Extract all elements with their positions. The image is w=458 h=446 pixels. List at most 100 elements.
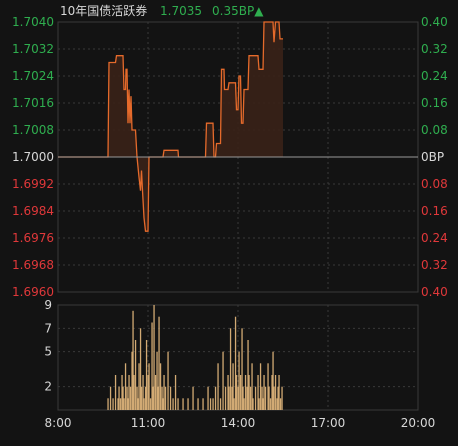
volume-bar: [132, 310, 134, 410]
price-change: 0.35BP▲: [212, 4, 264, 18]
volume-bar: [264, 386, 267, 410]
volume-bar: [129, 386, 132, 410]
volume-bar: [259, 363, 262, 410]
volume-bar: [114, 375, 117, 410]
volume-bar: [244, 375, 247, 410]
volume-bar: [138, 363, 140, 410]
right-axis-tick: 0BP: [421, 150, 444, 164]
time-axis-tick: 17:00: [311, 416, 346, 430]
volume-bar: [243, 398, 245, 410]
volume-bar: [228, 386, 230, 410]
volume-bar: [279, 398, 282, 410]
volume-bar: [139, 328, 142, 410]
volume-bar: [254, 386, 257, 410]
volume-bar: [269, 398, 272, 410]
volume-bar: [112, 398, 114, 410]
volume-bar: [122, 386, 124, 410]
time-axis-tick: 20:00: [401, 416, 436, 430]
volume-bar: [242, 386, 244, 410]
volume-bar: [119, 398, 122, 410]
volume-bar: [257, 375, 259, 410]
volume-bar: [157, 386, 159, 410]
volume-bar: [177, 398, 179, 410]
volume-bar: [271, 375, 273, 410]
volume-bar: [281, 386, 283, 410]
volume-bar: [158, 316, 160, 410]
volume-bar: [276, 398, 278, 410]
volume-bar: [247, 340, 249, 410]
right-axis-tick: 0.08: [421, 177, 448, 191]
volume-bar: [231, 386, 233, 410]
volume-bar: [229, 328, 232, 410]
volume-bar: [147, 375, 149, 410]
volume-bar: [174, 375, 177, 410]
volume-bar: [182, 398, 184, 410]
volume-bar: [109, 386, 112, 410]
volume-bar: [126, 386, 128, 410]
volume-bar: [163, 375, 165, 410]
volume-bar: [261, 386, 263, 410]
volume-bar: [156, 351, 158, 410]
volume-bar: [246, 386, 248, 410]
volume-bar: [154, 375, 157, 410]
volume-bar: [233, 398, 235, 410]
volume-bar: [272, 351, 274, 410]
volume-bar: [121, 375, 123, 410]
time-axis-tick: 8:00: [45, 416, 72, 430]
current-price: 1.7035: [160, 4, 202, 18]
volume-bar: [197, 398, 199, 410]
volume-axis-tick: 2: [44, 380, 52, 394]
left-axis-tick: 1.6984: [12, 204, 54, 218]
volume-bar: [127, 398, 129, 410]
left-axis-tick: 1.6992: [12, 177, 54, 191]
left-price-axis: 1.7040 1.7032 1.7024 1.7016 1.7008 1.7000 1.69…: [12, 15, 54, 299]
volume-bar: [263, 375, 265, 410]
right-axis-tick: 0.40: [421, 15, 448, 29]
left-axis-tick: 1.6960: [12, 285, 54, 299]
price-area: [58, 21, 418, 232]
volume-bar: [149, 398, 152, 410]
left-axis-tick: 1.7000: [12, 150, 54, 164]
volume-bar: [241, 328, 243, 410]
volume-bar: [187, 398, 189, 410]
volume-bar: [217, 363, 219, 410]
volume-bar: [134, 340, 137, 410]
volume-bar: [274, 375, 277, 410]
volume-bar: [222, 351, 224, 410]
volume-bar: [144, 386, 147, 410]
right-axis-tick: 0.32: [421, 42, 448, 56]
volume-bar: [214, 386, 217, 410]
right-bp-axis: 0.40 0.32 0.24 0.16 0.08 0BP 0.08 0.16 0.24 0.32 0…: [421, 15, 448, 299]
volume-bar: [117, 398, 119, 410]
volume-bar: [212, 398, 214, 410]
right-axis-tick: 0.40: [421, 285, 448, 299]
volume-axis: 9 7 5 2: [44, 298, 52, 394]
volume-bar: [251, 363, 253, 410]
volume-bar: [232, 363, 234, 410]
volume-bar: [131, 351, 133, 410]
volume-bar: [209, 398, 212, 410]
volume-bar: [224, 386, 227, 410]
instrument-title: 10年国债活跃券: [60, 3, 147, 18]
volume-bar: [162, 398, 164, 410]
left-axis-tick: 1.6976: [12, 231, 54, 245]
volume-bar: [268, 386, 270, 410]
right-axis-tick: 0.16: [421, 204, 448, 218]
volume-bar: [145, 340, 148, 410]
volume-bar: [258, 398, 260, 410]
price-line: [58, 21, 283, 232]
right-axis-tick: 0.16: [421, 96, 448, 110]
left-axis-tick: 1.7016: [12, 96, 54, 110]
volume-bar: [172, 398, 174, 410]
volume-bar: [262, 398, 264, 410]
volume-bar: [278, 375, 280, 410]
price-fill: [108, 22, 283, 232]
volume-bar: [192, 386, 194, 410]
volume-bar: [123, 398, 125, 410]
volume-bar: [238, 351, 240, 410]
volume-bar: [249, 386, 252, 410]
volume-bar: [118, 386, 120, 410]
time-axis-tick: 14:00: [221, 416, 256, 430]
